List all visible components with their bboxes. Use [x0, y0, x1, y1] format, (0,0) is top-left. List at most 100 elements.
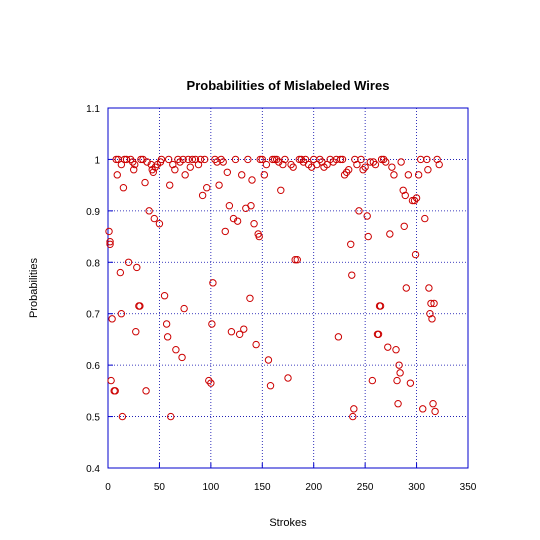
x-tick-label: 350 — [460, 482, 477, 493]
data-point — [116, 268, 125, 277]
data-point — [198, 191, 207, 200]
data-point — [401, 191, 409, 200]
data-point — [181, 171, 189, 179]
data-point — [106, 240, 114, 248]
data-point — [208, 320, 216, 328]
data-point — [355, 207, 363, 215]
data-point — [423, 155, 431, 164]
data-point — [275, 158, 283, 166]
data-point — [233, 217, 242, 225]
data-point — [250, 220, 258, 228]
data-point — [145, 207, 153, 215]
data-point — [113, 171, 121, 179]
data-point — [350, 405, 358, 413]
x-tick-label: 0 — [105, 482, 111, 493]
x-tick-label: 250 — [357, 482, 374, 493]
data-point — [393, 376, 401, 385]
data-point — [235, 330, 244, 338]
y-tick-label: 0.5 — [86, 413, 100, 424]
x-axis-label: Strokes — [269, 517, 307, 529]
x-tick-label: 150 — [254, 482, 271, 493]
data-point — [284, 374, 292, 382]
data-point — [131, 160, 139, 169]
data-point — [172, 346, 180, 354]
chart-title: Probabilities of Mislabeled Wires — [187, 78, 390, 93]
data-point — [338, 155, 347, 164]
data-point — [376, 302, 385, 310]
data-point — [215, 181, 223, 189]
data-point — [119, 184, 128, 192]
data-point — [252, 340, 260, 349]
plot-frame — [107, 107, 469, 469]
data-point — [223, 168, 232, 176]
y-tick-label: 0.7 — [86, 310, 100, 321]
data-point — [289, 163, 297, 171]
data-point — [424, 166, 432, 174]
data-point — [262, 160, 271, 169]
data-point — [348, 271, 356, 279]
data-point — [406, 379, 415, 387]
data-point — [399, 186, 407, 194]
data-point — [357, 155, 365, 164]
data-point — [260, 171, 269, 179]
x-tick-label: 300 — [408, 482, 425, 493]
data-point — [421, 214, 429, 223]
x-tick-label: 100 — [203, 482, 220, 493]
data-point — [137, 155, 145, 164]
y-tick-label: 0.9 — [86, 207, 100, 218]
data-point — [188, 155, 197, 164]
data-point — [111, 387, 119, 395]
data-point — [246, 294, 254, 302]
data-point — [209, 279, 217, 287]
data-point — [179, 155, 187, 164]
data-point — [291, 256, 299, 264]
data-point — [258, 155, 266, 164]
data-point — [368, 376, 377, 385]
data-point — [139, 155, 147, 164]
data-point — [414, 171, 423, 179]
data-point — [277, 186, 285, 194]
y-tick-label: 0.8 — [86, 258, 100, 269]
data-point — [363, 212, 371, 220]
data-point — [203, 184, 211, 192]
data-point — [382, 158, 390, 166]
y-tick-label: 0.4 — [86, 464, 100, 475]
data-point — [164, 155, 173, 164]
data-point — [229, 214, 238, 223]
y-tick-label: 1.1 — [86, 104, 100, 115]
data-point — [106, 238, 114, 246]
data-point — [336, 155, 345, 164]
data-point — [334, 333, 343, 341]
data-point — [419, 405, 427, 413]
data-point — [162, 320, 171, 328]
data-point — [112, 155, 120, 164]
data-point — [349, 412, 357, 421]
data-point — [200, 155, 209, 164]
data-point — [266, 382, 275, 390]
data-point — [428, 315, 436, 323]
data-point — [225, 202, 234, 210]
data-point — [388, 163, 396, 171]
data-point — [207, 379, 215, 387]
data-point — [169, 160, 177, 169]
x-tick-label: 50 — [154, 482, 166, 493]
grid-lines — [108, 108, 468, 468]
data-point — [184, 155, 192, 164]
data-point — [105, 227, 113, 236]
data-point — [435, 160, 443, 169]
data-point — [374, 330, 383, 338]
data-points — [105, 155, 443, 421]
data-point — [429, 400, 437, 408]
data-point — [150, 214, 158, 223]
data-point — [160, 292, 169, 300]
data-point — [247, 202, 255, 210]
data-point — [264, 356, 273, 364]
data-point — [227, 328, 236, 336]
data-point — [130, 166, 138, 174]
data-point — [353, 160, 361, 169]
data-point — [344, 166, 353, 174]
data-point — [248, 176, 256, 184]
x-tick-label: 200 — [305, 482, 322, 493]
data-point — [143, 158, 151, 166]
